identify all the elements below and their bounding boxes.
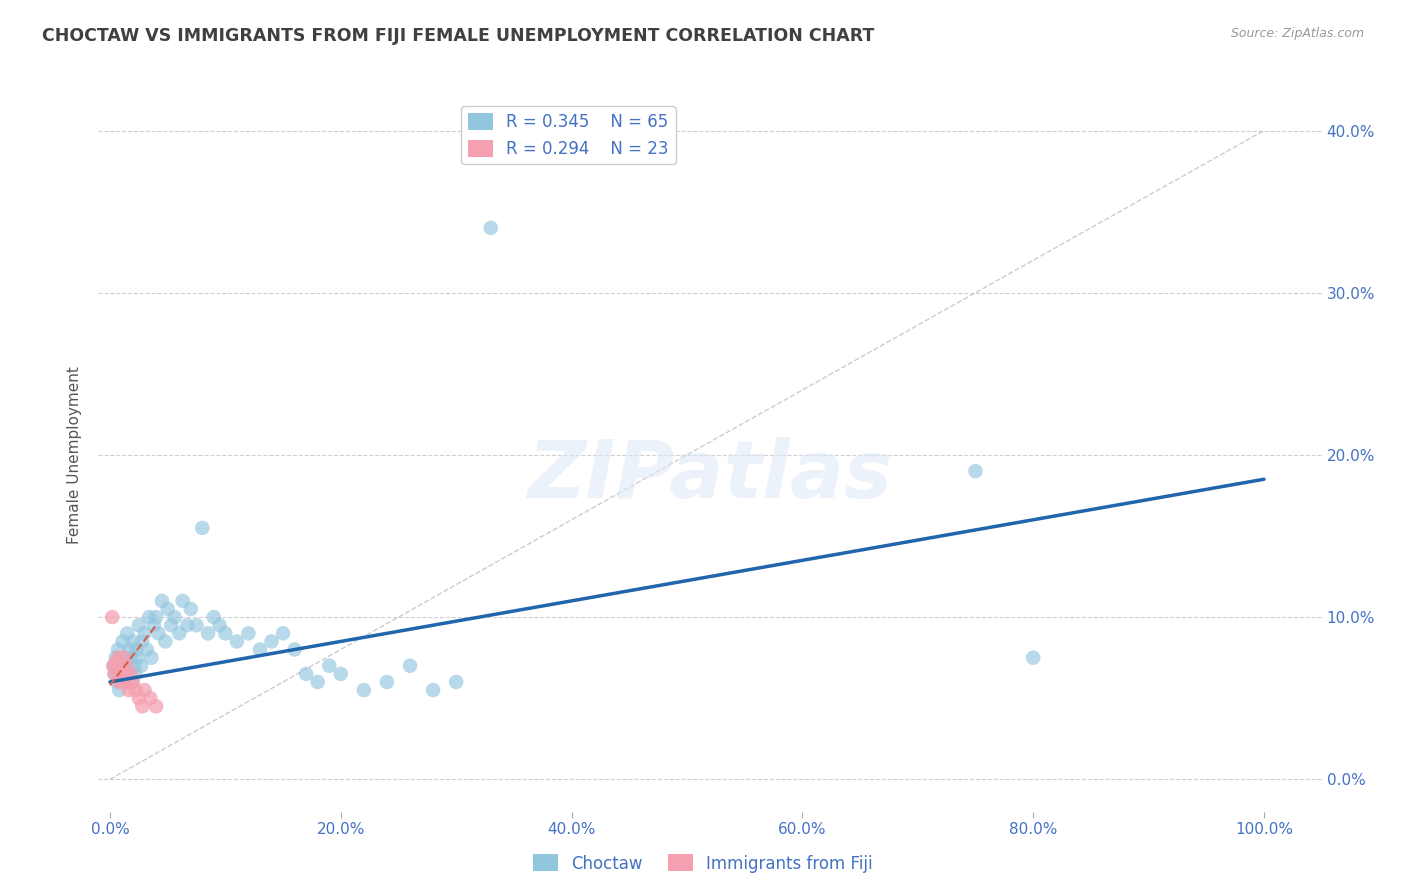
Point: [176, 618, 198, 632]
Point: [249, 642, 271, 657]
Point: [150, 594, 173, 608]
Point: [260, 634, 283, 648]
Point: [225, 634, 247, 648]
Point: [318, 658, 340, 673]
Point: [111, 675, 134, 690]
Point: [112, 675, 135, 690]
Point: [111, 634, 134, 648]
Point: [479, 220, 502, 235]
Point: [134, 683, 156, 698]
Point: [105, 662, 128, 676]
Point: [117, 683, 139, 698]
Point: [145, 699, 167, 714]
Point: [142, 618, 165, 632]
Point: [141, 650, 163, 665]
Point: [120, 666, 142, 681]
Point: [208, 618, 231, 632]
Point: [120, 650, 142, 665]
Point: [353, 683, 375, 698]
Point: [110, 658, 132, 673]
Point: [295, 666, 318, 681]
Point: [122, 675, 145, 690]
Point: [191, 521, 214, 535]
Point: [104, 656, 127, 670]
Point: [214, 626, 236, 640]
Point: [139, 691, 162, 706]
Text: ZIPatlas: ZIPatlas: [527, 437, 893, 516]
Legend: R = 0.345    N = 65, R = 0.294    N = 23: R = 0.345 N = 65, R = 0.294 N = 23: [461, 106, 676, 164]
Point: [271, 626, 294, 640]
Point: [103, 658, 125, 673]
Point: [107, 642, 129, 657]
Point: [284, 642, 307, 657]
Point: [375, 675, 398, 690]
Point: [107, 650, 129, 665]
Text: CHOCTAW VS IMMIGRANTS FROM FIJI FEMALE UNEMPLOYMENT CORRELATION CHART: CHOCTAW VS IMMIGRANTS FROM FIJI FEMALE U…: [42, 27, 875, 45]
Point: [103, 658, 125, 673]
Point: [399, 658, 422, 673]
Point: [112, 650, 135, 665]
Point: [114, 666, 136, 681]
Point: [122, 634, 145, 648]
Point: [965, 464, 987, 478]
Text: Source: ZipAtlas.com: Source: ZipAtlas.com: [1230, 27, 1364, 40]
Point: [145, 610, 167, 624]
Point: [131, 699, 153, 714]
Point: [122, 658, 145, 673]
Point: [108, 683, 131, 698]
Point: [134, 626, 156, 640]
Point: [118, 642, 141, 657]
Point: [180, 602, 202, 616]
Point: [121, 675, 143, 690]
Point: [110, 666, 132, 681]
Point: [156, 602, 179, 616]
Point: [117, 675, 139, 690]
Point: [186, 618, 208, 632]
Point: [117, 666, 139, 681]
Point: [131, 634, 153, 648]
Point: [172, 594, 194, 608]
Point: [163, 610, 186, 624]
Point: [307, 675, 329, 690]
Point: [197, 626, 219, 640]
Point: [148, 626, 170, 640]
Point: [135, 642, 157, 657]
Point: [108, 675, 131, 690]
Point: [128, 691, 150, 706]
Point: [104, 650, 127, 665]
Point: [103, 666, 125, 681]
Point: [138, 610, 160, 624]
Point: [329, 666, 352, 681]
Point: [115, 658, 138, 673]
Point: [105, 675, 128, 690]
Point: [103, 666, 125, 681]
Point: [160, 618, 183, 632]
Point: [110, 666, 132, 681]
Point: [444, 675, 467, 690]
Point: [101, 610, 124, 624]
Point: [422, 683, 444, 698]
Legend: Choctaw, Immigrants from Fiji: Choctaw, Immigrants from Fiji: [526, 847, 880, 880]
Point: [238, 626, 260, 640]
Point: [114, 650, 136, 665]
Point: [125, 642, 148, 657]
Point: [124, 666, 146, 681]
Point: [110, 658, 132, 673]
Point: [128, 618, 150, 632]
Point: [117, 626, 139, 640]
Point: [124, 683, 146, 698]
Point: [129, 658, 152, 673]
Point: [167, 626, 190, 640]
Y-axis label: Female Unemployment: Female Unemployment: [67, 366, 83, 544]
Point: [155, 634, 177, 648]
Point: [115, 658, 138, 673]
Point: [127, 650, 149, 665]
Point: [202, 610, 225, 624]
Point: [1022, 650, 1045, 665]
